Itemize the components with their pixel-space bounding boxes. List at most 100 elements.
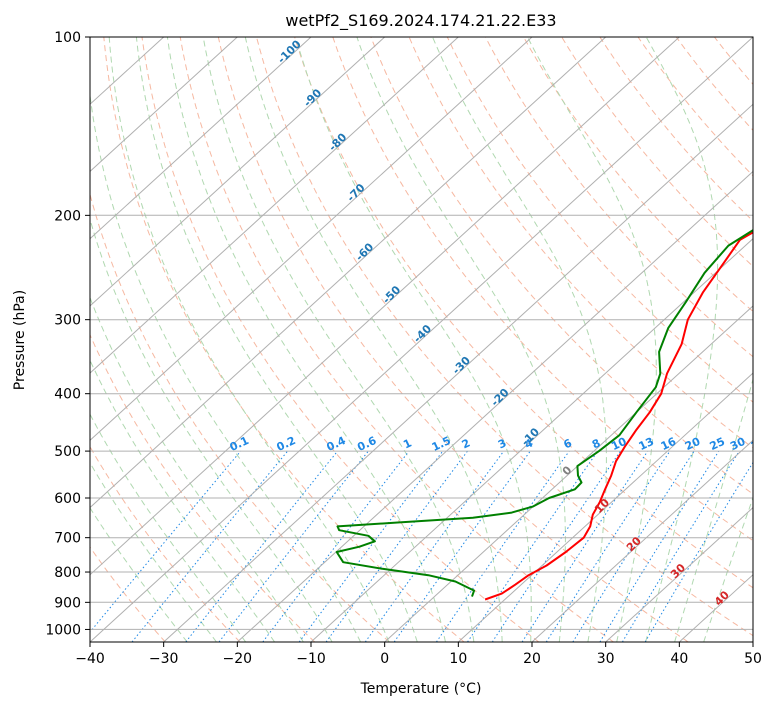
isotherm-label-blue: -10 (519, 425, 542, 448)
isotherm-line (90, 37, 238, 173)
isotherm-label-red: 20 (624, 534, 644, 554)
isotherm-line (752, 641, 753, 642)
dry-adiabat (484, 37, 753, 358)
isotherm-label-blue: -80 (326, 130, 349, 153)
mixing-ratio-label: 16 (659, 435, 679, 453)
isotherm-line (90, 37, 680, 576)
isotherm-label-red: 10 (592, 496, 612, 516)
mixing-ratio-line (521, 450, 649, 642)
x-axis-ticks: −40 −30 −20 −10 0 10 20 30 40 50 (75, 642, 762, 667)
isotherm-line (90, 37, 533, 442)
y-tick-label: 1000 (45, 622, 81, 638)
isotherm-label-blue: -50 (380, 283, 403, 306)
x-tick-label: 40 (670, 651, 688, 667)
y-tick-label: 700 (54, 531, 81, 547)
isotherm-label-blue: -60 (353, 240, 376, 263)
moist-adiabat (244, 37, 503, 642)
mixing-ratio-line (467, 450, 599, 642)
isotherm-label-red: 30 (668, 561, 688, 581)
dry-adiabat (561, 37, 753, 267)
isotherm-line (163, 103, 753, 642)
mixing-ratio-line (185, 450, 338, 642)
x-tick-label: 20 (523, 651, 541, 667)
mixing-ratio-line (90, 450, 242, 633)
isotherm-line (605, 506, 753, 642)
dry-adiabat (90, 546, 166, 642)
y-tick-label: 500 (54, 444, 81, 460)
plot-frame (89, 36, 754, 643)
isotherm-label-red: 40 (712, 588, 732, 608)
mixing-ratio-label: 30 (728, 435, 748, 453)
y-axis-label: Pressure (hPa) (12, 290, 28, 390)
mixing-ratio-line (262, 450, 410, 642)
moist-adiabat (527, 37, 657, 642)
isotherm-line (90, 37, 386, 307)
y-tick-label: 800 (54, 565, 81, 581)
moist-adiabat (90, 296, 304, 642)
mixing-ratio-line (435, 450, 570, 642)
dry-adiabat (370, 37, 753, 495)
mixing-ratio-label: 1 (401, 436, 413, 451)
background-lines (90, 37, 753, 642)
moist-adiabat (90, 91, 362, 642)
moist-adiabat (703, 496, 753, 642)
mixing-ratio-line (572, 450, 695, 642)
mixing-ratio-label: 36 (749, 435, 769, 453)
x-tick-label: −40 (75, 651, 105, 667)
y-tick-label: 600 (54, 491, 81, 507)
x-tick-label: 50 (744, 651, 762, 667)
isotherm-line (90, 37, 607, 509)
dry-adiabat (637, 37, 753, 177)
mixing-ratio-label: 6 (562, 436, 575, 451)
isotherm-line (90, 37, 459, 374)
moist-adiabat (135, 37, 418, 642)
isotherm-label-blue: -70 (344, 181, 367, 204)
mixing-ratio-line (599, 450, 720, 642)
dry-adiabat (256, 37, 753, 637)
moist-adiabat (356, 37, 566, 642)
x-tick-label: −20 (223, 651, 253, 667)
grid-lines (90, 37, 753, 642)
y-tick-label: 300 (54, 313, 81, 329)
mixing-ratio-label: 20 (683, 435, 703, 453)
dry-adiabat (446, 37, 753, 403)
mixing-ratio-label: 2 (460, 436, 472, 451)
dry-adiabat (294, 37, 753, 589)
dry-adiabat (408, 37, 753, 449)
mixing-ratio-line (621, 450, 740, 642)
x-tick-label: 30 (597, 651, 615, 667)
dry-adiabat (90, 192, 390, 642)
moist-adiabat (108, 37, 390, 642)
temperature-line (484, 231, 753, 601)
isotherm-line (531, 439, 753, 642)
moist-adiabat (90, 461, 217, 642)
isotherm-line (310, 237, 753, 642)
isotherm-line (90, 37, 753, 642)
dry-adiabat (141, 37, 540, 642)
x-axis-label: Temperature (°C) (360, 681, 482, 697)
moist-adiabat (202, 37, 475, 642)
dewpoint-line (335, 229, 753, 597)
chart-title: wetPf2_S169.2024.174.21.22.E33 (285, 11, 556, 31)
isotherm-label-blue: -20 (488, 386, 511, 409)
moist-adiabat (295, 37, 532, 642)
isotherm-line (236, 170, 753, 642)
moist-adiabat (90, 413, 247, 642)
dry-adiabat (523, 37, 753, 313)
x-tick-label: −30 (149, 651, 179, 667)
x-tick-label: 10 (449, 651, 467, 667)
moist-adiabat (432, 37, 607, 642)
dry-adiabat (714, 37, 753, 85)
mixing-ratio-label: 13 (637, 435, 656, 453)
mixing-ratio-line (364, 450, 505, 642)
dry-adiabat (332, 37, 753, 542)
moist-adiabat (90, 217, 333, 642)
dry-adiabat (179, 37, 614, 642)
mixing-ratio-label: 25 (708, 435, 727, 453)
isotherm-line (384, 305, 753, 642)
isotherm-label-blue: -90 (301, 86, 324, 109)
dry-adiabat (103, 37, 465, 642)
profile-series (335, 229, 753, 601)
mixing-ratio-label: 10 (609, 435, 629, 453)
